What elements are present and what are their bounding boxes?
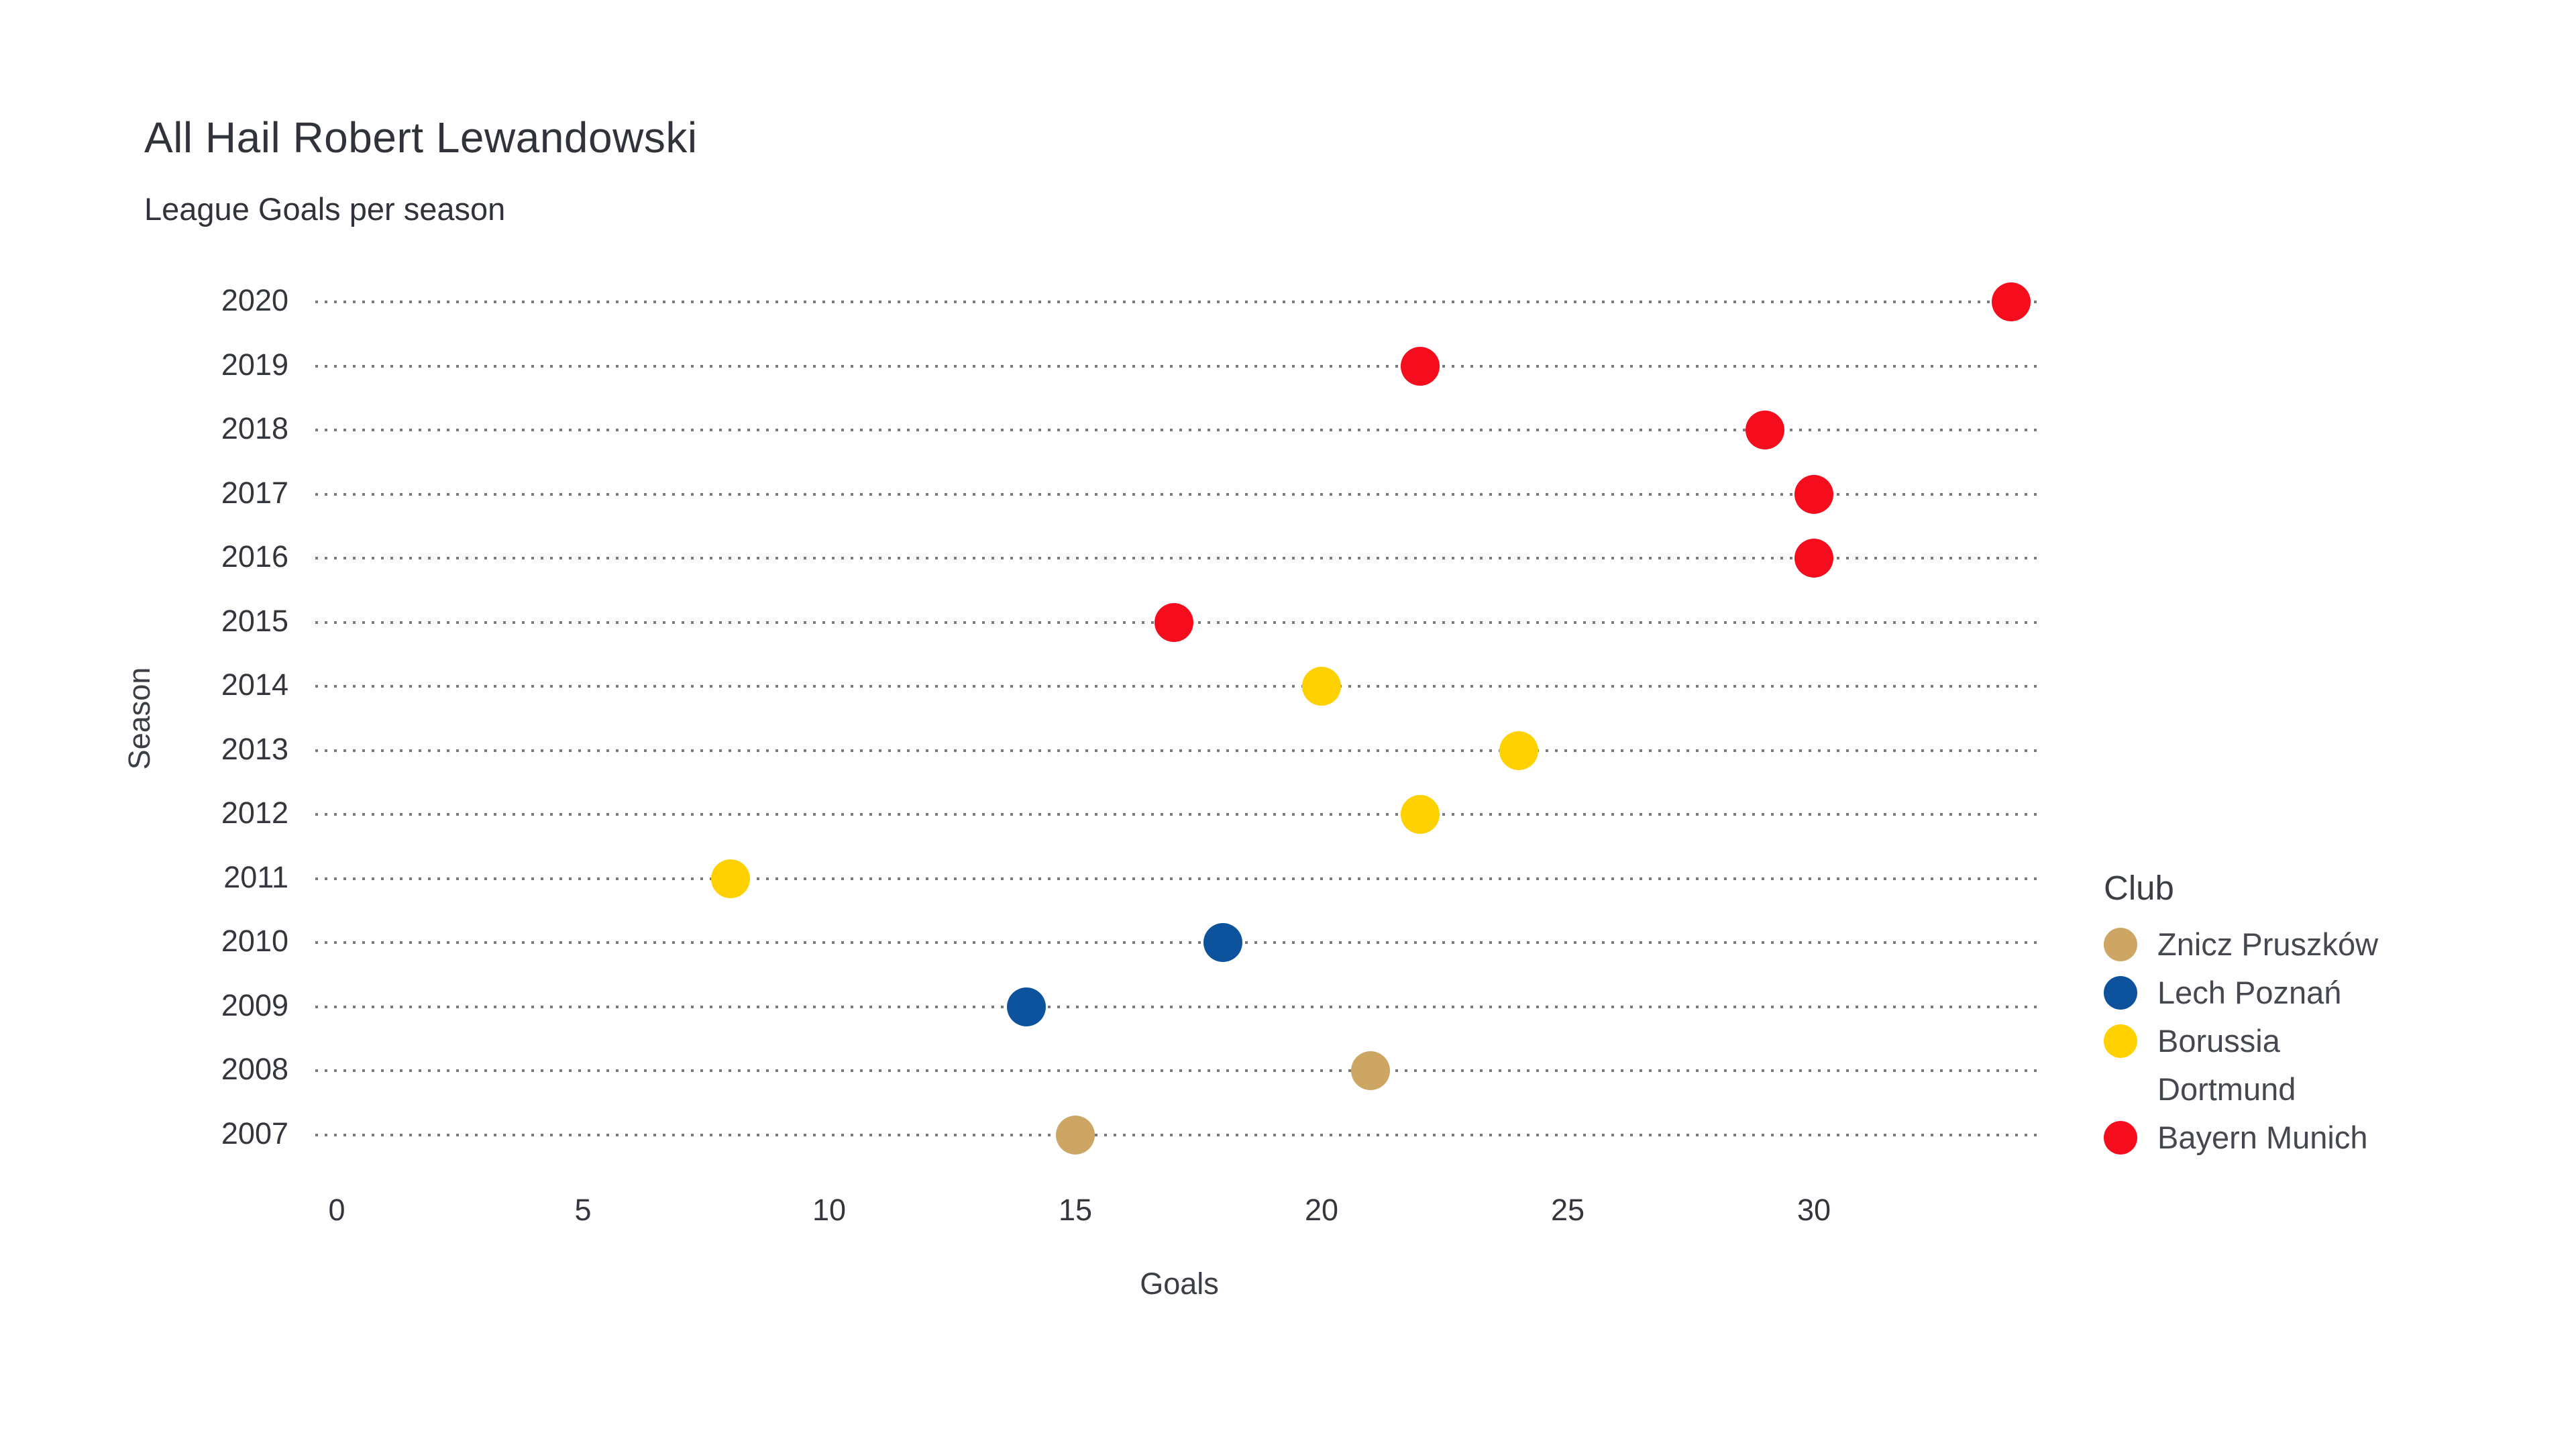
data-point-bayern-munich-2017[interactable] [1794,474,1833,514]
x-tick-label-20: 20 [1304,1193,1339,1227]
data-point-znicz-pruszk-w-2007[interactable] [1056,1115,1095,1155]
x-axis-title: Goals [1140,1267,1219,1301]
gridline-2011 [315,877,2043,880]
legend-label-znicz-pruszk-w: Znicz Pruszków [2157,926,2379,962]
y-tick-label-2010: 2010 [221,924,288,958]
data-point-bayern-munich-2015[interactable] [1154,602,1193,642]
x-tick-label-5: 5 [574,1193,592,1227]
data-point-bayern-munich-2016[interactable] [1794,539,1833,578]
data-point-bayern-munich-2018[interactable] [1745,411,1784,449]
gridline-2008 [315,1069,2043,1072]
chart-subtitle: League Goals per season [144,191,506,227]
x-tick-label-0: 0 [328,1193,345,1227]
y-tick-label-2020: 2020 [221,283,288,317]
data-point-lech-pozna--2009[interactable] [1006,987,1046,1026]
legend-label-lech-pozna-: Lech Poznań [2157,975,2342,1010]
data-point-borussia-dortmund-2012[interactable] [1400,795,1440,834]
legend: Club Znicz Pruszków Lech Poznań Borussia D… [2104,864,2506,1162]
x-tick-label-10: 10 [812,1193,847,1227]
x-tick-label-30: 30 [1796,1193,1831,1227]
y-tick-label-2014: 2014 [221,667,288,702]
legend-swatch-bayern-munich-icon [2104,1121,2137,1155]
y-tick-label-2011: 2011 [223,859,288,894]
x-tick-label-15: 15 [1058,1193,1093,1227]
gridline-2014 [315,685,2043,688]
data-point-borussia-dortmund-2014[interactable] [1302,667,1341,706]
gridline-2009 [315,1005,2043,1008]
x-tick-label-25: 25 [1550,1193,1585,1227]
data-point-znicz-pruszk-w-2008[interactable] [1351,1051,1391,1090]
legend-label-borussia-dortmund: Borussia Dortmund [2157,1023,2296,1107]
y-tick-label-2008: 2008 [221,1052,288,1086]
y-tick-label-2017: 2017 [221,475,288,510]
legend-item-borussia-dortmund[interactable]: Borussia Dortmund [2104,1017,2506,1114]
legend-swatch-znicz-pruszk-w-icon [2104,928,2137,961]
gridline-2007 [315,1133,2043,1136]
legend-swatch-lech-pozna--icon [2104,976,2137,1010]
data-point-bayern-munich-2020[interactable] [1991,282,2031,321]
plot-area [315,270,2043,1167]
y-tick-label-2009: 2009 [221,987,288,1022]
y-tick-label-2015: 2015 [221,603,288,638]
gridline-2013 [315,749,2043,752]
chart-title: All Hail Robert Lewandowski [144,113,698,162]
y-tick-label-2013: 2013 [221,731,288,766]
data-point-borussia-dortmund-2013[interactable] [1499,731,1538,770]
legend-title: Club [2104,869,2174,907]
data-point-borussia-dortmund-2011[interactable] [711,859,751,898]
gridline-2019 [315,364,2043,368]
gridline-2016 [315,557,2043,559]
legend-item-lech-pozna-[interactable]: Lech Poznań [2104,969,2506,1017]
legend-item-znicz-pruszk-w[interactable]: Znicz Pruszków [2104,920,2506,969]
data-point-lech-pozna--2010[interactable] [1203,923,1243,962]
y-tick-label-2012: 2012 [221,796,288,830]
gridline-2017 [315,492,2043,496]
gridline-2018 [315,429,2043,431]
legend-item-bayern-munich[interactable]: Bayern Munich [2104,1114,2506,1162]
legend-swatch-borussia-dortmund-icon [2104,1024,2137,1058]
y-tick-label-2018: 2018 [221,411,288,445]
legend-items: Znicz Pruszków Lech Poznań Borussia Dortmu… [2104,920,2506,1162]
data-point-bayern-munich-2019[interactable] [1400,346,1440,386]
y-tick-label-2019: 2019 [221,347,288,382]
y-tick-label-2007: 2007 [221,1116,288,1150]
gridline-2020 [315,301,2043,303]
gridline-2010 [315,941,2043,944]
y-tick-label-2016: 2016 [221,539,288,574]
legend-label-bayern-munich: Bayern Munich [2157,1120,2368,1155]
gridline-2012 [315,813,2043,816]
